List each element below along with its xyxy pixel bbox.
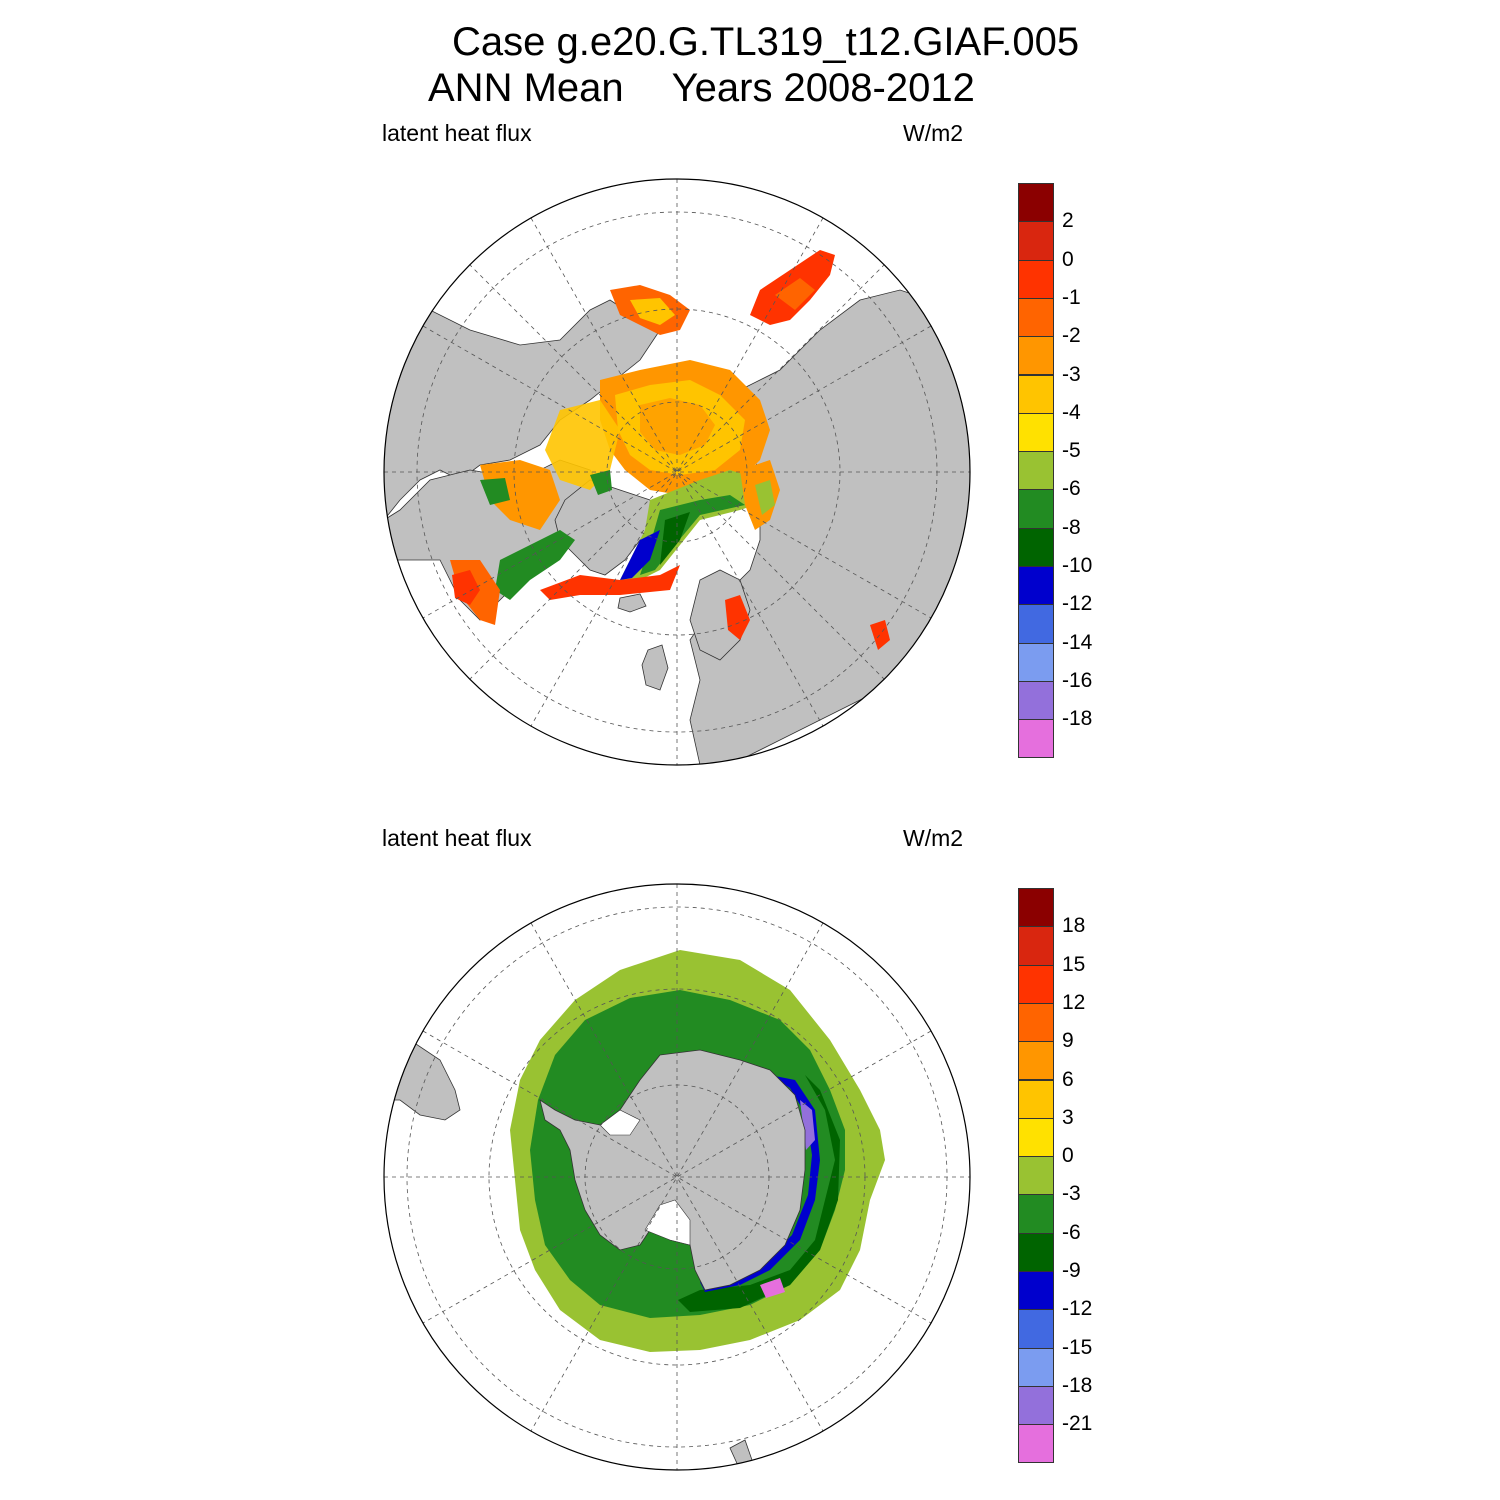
south-graticule (384, 884, 970, 1470)
colorbar-tick-label: -8 (1062, 515, 1081, 539)
colorbar-tick-label: 0 (1062, 247, 1074, 271)
south-colorbar (1018, 888, 1054, 1464)
north-colorbar (1018, 183, 1054, 759)
colorbar-swatch (1018, 297, 1054, 338)
south-map-border (383, 883, 971, 1471)
colorbar-swatch (1018, 566, 1054, 606)
colorbar-tick-label: -3 (1062, 1182, 1081, 1206)
north-variable-label: latent heat flux (382, 120, 532, 146)
colorbar-tick-label: -2 (1062, 324, 1081, 348)
colorbar-swatch (1018, 964, 1054, 1004)
colorbar-swatch (1018, 374, 1054, 414)
season-label: ANN Mean (428, 66, 624, 110)
colorbar-tick-label: -18 (1062, 707, 1093, 731)
colorbar-swatch (1018, 1041, 1054, 1081)
colorbar-swatch (1018, 1194, 1054, 1234)
colorbar-tick-label: -6 (1062, 477, 1081, 501)
colorbar-swatch (1018, 259, 1054, 299)
colorbar-tick-label: -12 (1062, 1297, 1093, 1321)
colorbar-swatch (1018, 451, 1054, 491)
colorbar-swatch (1018, 527, 1054, 567)
colorbar-tick-label: -3 (1062, 362, 1081, 386)
colorbar-swatch (1018, 1424, 1054, 1464)
colorbar-swatch (1018, 1232, 1054, 1272)
colorbar-tick-label: -5 (1062, 439, 1081, 463)
colorbar-swatch (1018, 719, 1054, 759)
colorbar-swatch (1018, 888, 1054, 928)
colorbar-tick-label: 9 (1062, 1029, 1074, 1053)
colorbar-tick-label: -18 (1062, 1373, 1093, 1397)
colorbar-swatch (1018, 1385, 1054, 1426)
colorbar-swatch (1018, 412, 1054, 453)
north-map-border (383, 178, 971, 766)
colorbar-swatch (1018, 1117, 1054, 1158)
colorbar-swatch (1018, 1347, 1054, 1387)
colorbar-tick-label: 15 (1062, 952, 1086, 976)
colorbar-tick-label: 0 (1062, 1144, 1074, 1168)
south-variable-label: latent heat flux (382, 825, 532, 851)
colorbar-swatch (1018, 680, 1054, 721)
colorbar-swatch (1018, 926, 1054, 966)
figure-title-line-1: Case g.e20.G.TL319_t12.GIAF.005 (452, 20, 1080, 64)
colorbar-tick-label: -1 (1062, 285, 1081, 309)
north-units-label: W/m2 (903, 120, 964, 146)
south-polar-map (383, 883, 971, 1471)
colorbar-tick-label: -16 (1062, 668, 1093, 692)
colorbar-swatch (1018, 1002, 1054, 1043)
north-polar-map (383, 178, 971, 766)
north-graticule (384, 179, 970, 765)
colorbar-tick-label: 18 (1062, 914, 1086, 938)
colorbar-swatch (1018, 604, 1054, 644)
colorbar-swatch (1018, 221, 1054, 261)
south-units-label: W/m2 (903, 825, 964, 851)
colorbar-tick-label: 12 (1062, 990, 1086, 1014)
colorbar-tick-label: -4 (1062, 400, 1081, 424)
south-blue-fringe (700, 1075, 820, 1292)
colorbar-swatch (1018, 1079, 1054, 1119)
colorbar-tick-label: -6 (1062, 1220, 1081, 1244)
colorbar-swatch (1018, 183, 1054, 223)
colorbar-swatch (1018, 1156, 1054, 1196)
years-label: Years 2008-2012 (671, 66, 975, 110)
colorbar-swatch (1018, 642, 1054, 682)
colorbar-tick-label: -21 (1062, 1412, 1093, 1436)
colorbar-swatch (1018, 1271, 1054, 1311)
colorbar-tick-label: 6 (1062, 1067, 1074, 1091)
colorbar-swatch (1018, 336, 1054, 376)
figure-title-line-2: ANN Mean Years 2008-2012 (428, 66, 975, 110)
colorbar-tick-label: 2 (1062, 209, 1074, 233)
colorbar-tick-label: -14 (1062, 630, 1093, 654)
colorbar-tick-label: 3 (1062, 1105, 1074, 1129)
colorbar-tick-label: -15 (1062, 1335, 1093, 1359)
colorbar-swatch (1018, 489, 1054, 529)
colorbar-tick-label: -12 (1062, 592, 1093, 616)
colorbar-swatch (1018, 1309, 1054, 1349)
colorbar-tick-label: -10 (1062, 554, 1093, 577)
colorbar-tick-label: -9 (1062, 1259, 1081, 1282)
